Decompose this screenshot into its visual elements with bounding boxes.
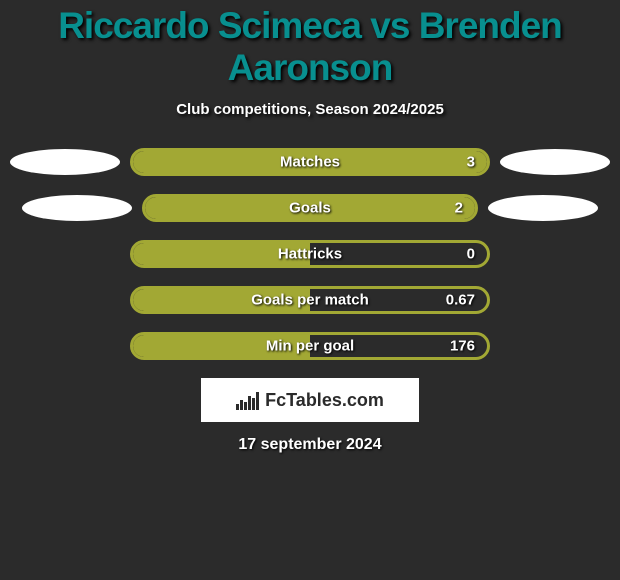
player-left-marker bbox=[22, 195, 132, 221]
stat-value: 2 bbox=[455, 200, 463, 217]
stat-value: 176 bbox=[450, 338, 475, 355]
stat-value: 0 bbox=[467, 246, 475, 263]
stat-row: Min per goal 176 bbox=[10, 332, 610, 360]
stat-label: Min per goal bbox=[266, 338, 354, 355]
player-right-marker bbox=[488, 195, 598, 221]
stat-value: 3 bbox=[467, 154, 475, 171]
player-right-marker bbox=[500, 149, 610, 175]
page-title: Riccardo Scimeca vs Brenden Aaronson bbox=[0, 5, 620, 89]
stat-bar: Matches 3 bbox=[130, 148, 490, 176]
stat-bar: Hattricks 0 bbox=[130, 240, 490, 268]
stat-row: Goals per match 0.67 bbox=[10, 286, 610, 314]
stat-row: Goals 2 bbox=[10, 194, 610, 222]
stat-bar: Goals 2 bbox=[142, 194, 478, 222]
watermark: FcTables.com bbox=[201, 378, 419, 422]
stat-row: Matches 3 bbox=[10, 148, 610, 176]
stats-area: Matches 3 Goals 2 Hattricks 0 Goals per match 0… bbox=[0, 148, 620, 360]
chart-icon bbox=[236, 390, 259, 410]
stat-label: Matches bbox=[280, 154, 340, 171]
date-text: 17 september 2024 bbox=[0, 436, 620, 454]
stat-label: Goals bbox=[289, 200, 331, 217]
stat-bar: Min per goal 176 bbox=[130, 332, 490, 360]
stat-bar: Goals per match 0.67 bbox=[130, 286, 490, 314]
watermark-text: FcTables.com bbox=[265, 390, 384, 411]
subtitle: Club competitions, Season 2024/2025 bbox=[0, 101, 620, 118]
stat-label: Hattricks bbox=[278, 246, 342, 263]
stat-row: Hattricks 0 bbox=[10, 240, 610, 268]
player-left-marker bbox=[10, 149, 120, 175]
stat-value: 0.67 bbox=[446, 292, 475, 309]
stat-label: Goals per match bbox=[251, 292, 369, 309]
